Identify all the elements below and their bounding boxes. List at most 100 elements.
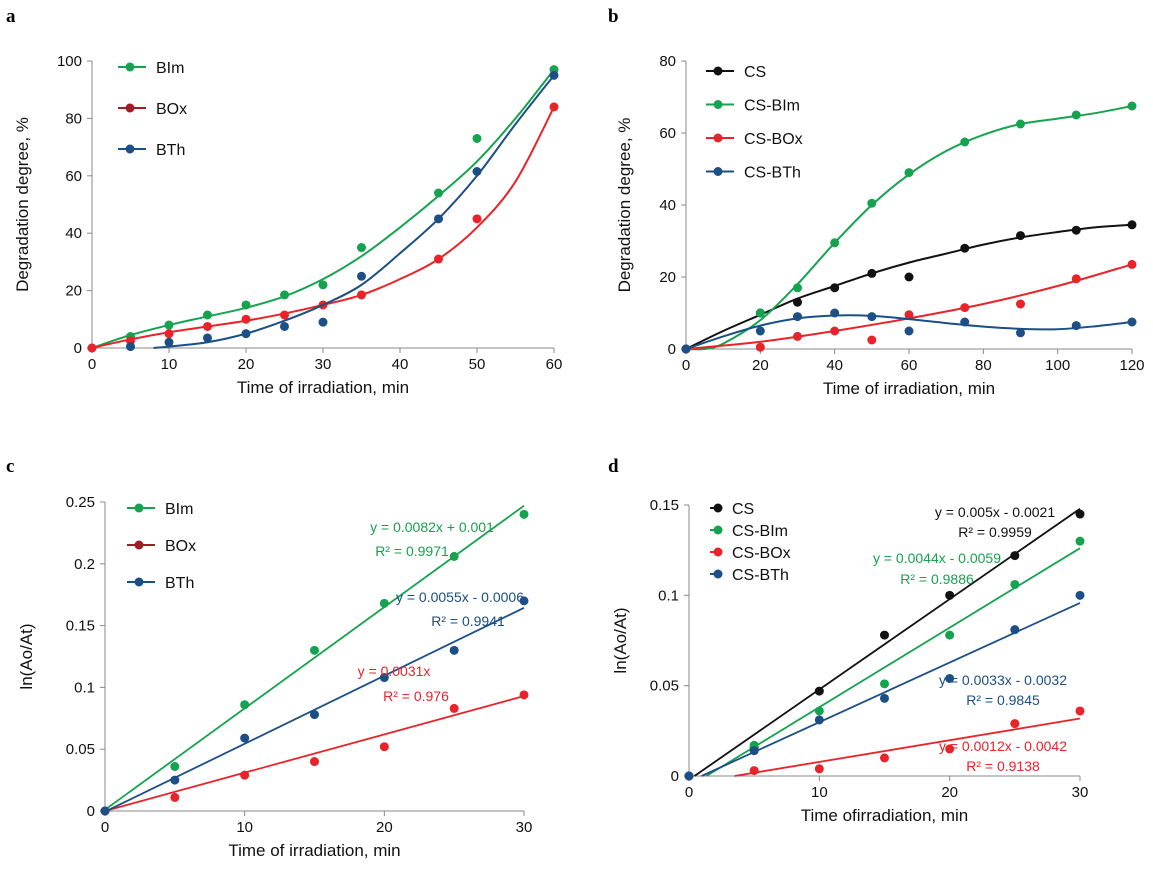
y-tick-label: 0.15 xyxy=(66,618,95,635)
data-point-cs-bth xyxy=(755,326,765,336)
equation-label-cs-bth: y = 0.0033x - 0.0032 xyxy=(939,672,1067,688)
y-axis-title: ln(Ao/At) xyxy=(611,607,630,673)
data-point-cs xyxy=(945,590,955,600)
data-point-cs-box xyxy=(1127,259,1137,269)
data-point-cs-bim xyxy=(1127,101,1137,111)
data-point-cs xyxy=(830,283,840,293)
legend-marker-bim xyxy=(134,503,144,513)
data-point-bim xyxy=(318,280,328,290)
data-point-box xyxy=(310,757,319,767)
equation-label-box: y = 0.0031x xyxy=(358,663,431,679)
y-tick-label: 20 xyxy=(659,269,676,286)
legend-label-cs-bth: CS-BTh xyxy=(744,165,801,182)
data-point-box xyxy=(357,290,366,300)
chart-panel-b: 0 20 40 60 80 100 120 0 20 40 60 80 Time of irradiat… xyxy=(615,53,1145,398)
data-point-cs-box xyxy=(1075,706,1085,716)
x-tick-label: 0 xyxy=(682,357,690,374)
data-point-bim xyxy=(472,133,482,143)
legend-marker-cs-bth xyxy=(713,569,723,579)
data-point-box xyxy=(241,314,251,324)
r2-label-cs: R² = 0.9959 xyxy=(958,524,1032,540)
data-point-bth xyxy=(164,337,174,347)
data-point-cs xyxy=(814,686,824,696)
data-point-cs xyxy=(1016,231,1025,241)
data-point-bth xyxy=(203,333,212,343)
legend-label-cs-bim: CS-BIm xyxy=(744,98,800,115)
legend-label-cs: CS xyxy=(744,64,766,81)
panel-label-b: b xyxy=(608,6,619,27)
y-tick-label: 40 xyxy=(65,225,82,242)
data-point-cs-bim xyxy=(1010,579,1020,589)
equation-label-bth: y = 0.0055x - 0.0006 xyxy=(396,589,524,605)
data-point-cs-bth xyxy=(793,312,802,322)
data-point-box xyxy=(449,703,459,713)
legend-label-bth: BTh xyxy=(156,142,185,159)
y-tick-label: 0 xyxy=(668,341,676,358)
chart-panel-a: 0 10 20 30 40 50 60 0 20 40 60 80 100 Time of irradia… xyxy=(13,53,562,397)
data-point-box xyxy=(472,214,482,224)
data-point-cs xyxy=(793,297,802,307)
legend-marker-cs-box xyxy=(713,547,723,557)
data-point-cs-box xyxy=(793,331,802,341)
legend-label-cs-box: CS-BOx xyxy=(732,545,791,562)
data-point-cs-box xyxy=(830,326,840,336)
data-point-cs-box xyxy=(814,764,824,774)
data-point-bth xyxy=(472,166,482,176)
data-point-cs xyxy=(1071,225,1081,235)
x-axis-title: Time ofirradiation, min xyxy=(801,806,969,825)
fit-curve-cs-bth xyxy=(685,314,1133,350)
data-point-cs-box xyxy=(867,335,877,345)
data-point-cs-bth xyxy=(867,312,877,322)
data-point-bth xyxy=(357,271,366,281)
panel-label-a: a xyxy=(6,6,16,27)
r2-label-bth: R² = 0.9941 xyxy=(431,613,505,629)
x-tick-label: 20 xyxy=(376,819,393,836)
y-tick-label: 0.2 xyxy=(74,556,95,573)
panel-label-d: d xyxy=(608,456,619,477)
x-tick-label: 20 xyxy=(941,784,958,801)
legend-label-cs-box: CS-BOx xyxy=(744,131,803,148)
data-point-bth xyxy=(280,321,289,331)
x-tick-label: 0 xyxy=(685,784,693,801)
x-tick-label: 120 xyxy=(1119,357,1144,374)
equation-label-bim: y = 0.0082x + 0.001 xyxy=(370,519,494,535)
data-point-box xyxy=(203,321,212,331)
data-point-box xyxy=(280,310,289,320)
data-point-bim xyxy=(379,598,389,608)
data-point-box xyxy=(549,102,559,112)
data-point-bth xyxy=(310,710,319,720)
data-point-cs-bth xyxy=(1075,590,1085,600)
x-axis-title: Time of irradiation, min xyxy=(823,379,995,398)
data-point-box xyxy=(434,254,443,264)
equation-label-cs-box: y = 0.0012x - 0.0042 xyxy=(939,738,1067,754)
legend-marker-bth xyxy=(134,577,144,587)
legend-marker-box xyxy=(134,540,144,550)
data-point-bim xyxy=(357,243,366,253)
y-tick-label: 60 xyxy=(659,125,676,142)
y-tick-label: 0.25 xyxy=(66,494,95,511)
x-axis-title: Time of irradiation, min xyxy=(237,378,409,397)
legend-marker-bim xyxy=(125,62,135,72)
x-tick-label: 100 xyxy=(1045,357,1070,374)
legend-marker-cs-bim xyxy=(713,100,723,109)
y-tick-label: 0 xyxy=(671,768,679,785)
legend-label-bth: BTh xyxy=(165,575,194,592)
data-point-bim xyxy=(519,509,529,519)
data-point-cs-box xyxy=(1010,719,1020,729)
data-point-cs-bth xyxy=(681,344,691,354)
data-point-bim xyxy=(240,700,250,710)
data-point-cs-bim xyxy=(867,198,877,208)
x-tick-label: 0 xyxy=(101,819,109,836)
data-point-cs-bim xyxy=(1016,119,1025,129)
y-tick-label: 0.1 xyxy=(74,679,95,696)
fit-curve-bth xyxy=(153,74,555,349)
x-tick-label: 30 xyxy=(315,356,332,373)
trendline-bth xyxy=(104,606,525,813)
data-point-cs xyxy=(1075,509,1085,519)
data-point-cs-box xyxy=(1016,299,1025,309)
legend-marker-cs xyxy=(713,66,723,76)
data-point-cs-box xyxy=(904,310,914,320)
data-point-cs-bim xyxy=(755,308,765,318)
data-point-cs-bim xyxy=(830,238,840,248)
data-point-bth xyxy=(126,342,135,352)
